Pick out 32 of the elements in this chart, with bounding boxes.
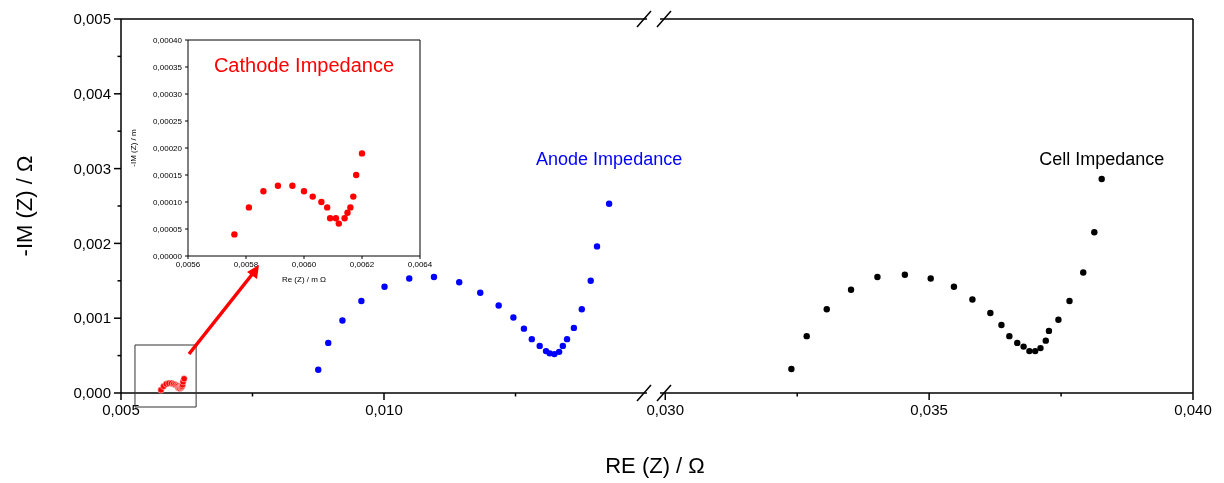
y-tick-label: 0,00025: [153, 116, 183, 126]
y-tick-label: 0,00005: [153, 224, 183, 234]
text: Cathode Impedance: [213, 54, 395, 76]
x-axis-title: RE (Z) / Ω: [605, 453, 705, 478]
x-tick-label: 0,0064: [407, 260, 433, 269]
y-tick-label: 0,000: [73, 384, 111, 402]
y-tick-label: 0,00000: [153, 251, 183, 261]
x-tick-label: 0,035: [910, 401, 948, 418]
x-tick-label: 0,0060: [291, 260, 317, 269]
x-tick-label: 0,040: [1174, 401, 1212, 418]
x-tick-label: 0,010: [365, 401, 403, 418]
x-axis-title: Re (Z) / m Ω: [281, 275, 327, 284]
y-tick-label: 0,00040: [153, 35, 183, 45]
y-tick-label: 0,002: [73, 234, 111, 252]
y-tick-label: 0,00020: [153, 143, 183, 153]
x-tick-label: 0,0062: [349, 260, 375, 269]
x-tick-label: 0,030: [646, 401, 685, 418]
series-label: Cell Impedance: [1039, 149, 1165, 169]
y-tick-label: 0,00035: [153, 62, 183, 72]
y-tick-label: 0,001: [73, 309, 111, 327]
y-axis-title: -IM (Z) / Ω: [12, 155, 37, 257]
x-tick-label: 0,005: [102, 401, 140, 418]
y-tick-label: 0,005: [73, 10, 111, 28]
y-tick-label: 0,003: [73, 159, 111, 177]
y-tick-label: 0,00010: [153, 197, 183, 207]
y-tick-label: 0,00030: [153, 89, 183, 99]
text: Anode Impedance: [536, 149, 683, 169]
x-tick-label: 0,0058: [233, 260, 259, 269]
y-tick-label: 0,00015: [153, 170, 183, 180]
y-axis-title: -IM (Z) / m: [129, 129, 138, 167]
x-tick-label: 0,0056: [175, 260, 201, 269]
y-tick-label: 0,004: [73, 85, 111, 103]
